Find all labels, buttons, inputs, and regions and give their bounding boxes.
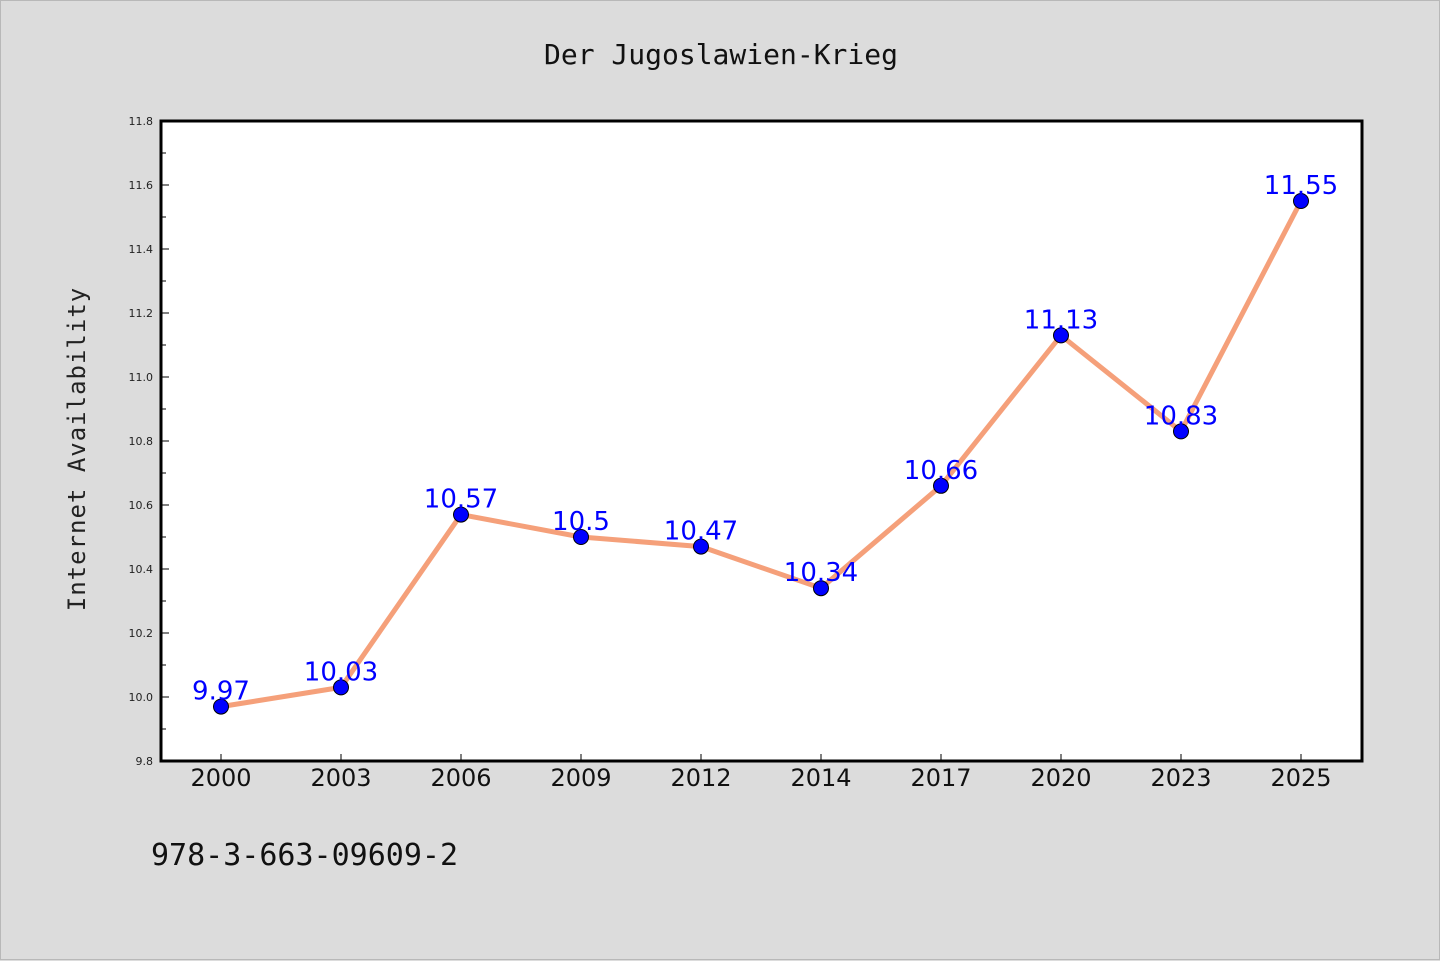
data-label: 10.5 <box>552 507 610 537</box>
data-point <box>693 538 709 555</box>
x-axis: 2000 2003 2006 2009 2012 2014 2017 2020 2023 2025 <box>190 754 1332 792</box>
y-axis-label: Internet Availability <box>63 287 91 611</box>
series-group <box>213 193 1309 715</box>
data-label: 10.03 <box>304 657 378 687</box>
data-point <box>573 529 589 545</box>
data-label: 10.47 <box>664 517 738 547</box>
x-tick-label: 2009 <box>550 764 611 792</box>
data-label: 10.34 <box>784 558 858 588</box>
data-label: 10.83 <box>1144 401 1218 431</box>
x-tick-label: 2025 <box>1270 764 1331 792</box>
data-label: 11.13 <box>1024 305 1098 335</box>
data-label: 10.57 <box>424 485 498 515</box>
data-point <box>933 477 949 494</box>
data-point <box>1053 327 1069 344</box>
x-tick-label: 2017 <box>910 764 971 792</box>
data-point <box>1293 193 1309 209</box>
y-tick-label: 11.2 <box>129 307 154 320</box>
y-axis: 9.8 10.0 10.2 10.4 10.6 10.8 11.0 11.2 11.4 11.6 1… <box>129 115 169 768</box>
y-tick-label: 10.2 <box>129 627 154 640</box>
footer-isbn: 978-3-663-09609-2 <box>151 838 458 873</box>
data-point <box>453 506 469 523</box>
y-tick-label: 10.4 <box>129 563 154 576</box>
data-point <box>213 698 229 715</box>
y-tick-label: 11.6 <box>129 179 154 192</box>
y-tick-label: 11.4 <box>129 243 154 256</box>
y-tick-label: 10.6 <box>129 499 154 512</box>
y-tick-label: 10.8 <box>129 435 154 448</box>
y-tick-label: 11.0 <box>129 371 154 384</box>
data-label: 9.97 <box>192 677 250 707</box>
x-tick-label: 2023 <box>1150 764 1211 792</box>
y-tick-label: 11.8 <box>129 115 154 128</box>
data-point <box>813 580 829 597</box>
x-tick-label: 2012 <box>670 764 731 792</box>
chart-title: Der Jugoslawien-Krieg <box>544 38 898 71</box>
series-line <box>218 198 1304 710</box>
x-tick-label: 2000 <box>190 764 251 792</box>
data-labels: 9.97 10.03 10.57 10.5 10.47 10.34 10.66 11.13 10… <box>192 171 1338 707</box>
y-tick-label: 10.0 <box>129 691 154 704</box>
x-tick-label: 2003 <box>310 764 371 792</box>
x-tick-label: 2006 <box>430 764 491 792</box>
data-label: 11.55 <box>1264 171 1338 201</box>
data-point <box>1173 423 1189 440</box>
data-point <box>333 679 349 696</box>
x-tick-label: 2020 <box>1030 764 1091 792</box>
y-tick-label: 9.8 <box>136 755 154 768</box>
data-label: 10.66 <box>904 456 978 486</box>
x-tick-label: 2014 <box>790 764 851 792</box>
